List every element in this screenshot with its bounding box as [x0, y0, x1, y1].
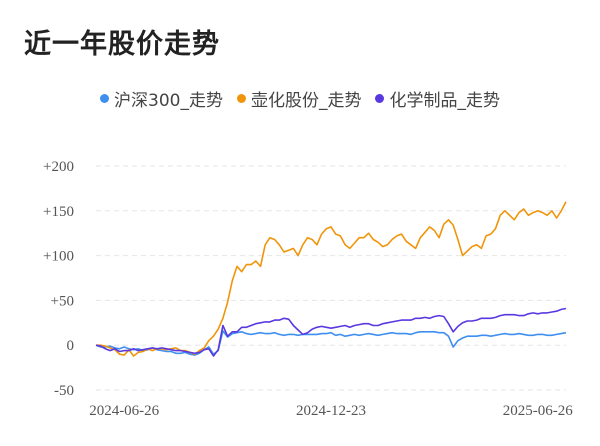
page-title: 近一年股价走势: [24, 29, 220, 60]
series-line-2: [95, 307, 567, 357]
legend-marker-icon: [375, 94, 385, 103]
y-tick-label: -50: [54, 383, 74, 399]
legend-marker-icon: [100, 94, 110, 103]
x-tick-label: 2025-06-26: [503, 403, 573, 419]
y-tick-label: +150: [43, 204, 74, 220]
legend-marker-icon: [236, 94, 246, 103]
chart-legend: 沪深300_走势 壶化股份_走势 化学制品_走势: [0, 86, 600, 111]
legend-item-chemical[interactable]: 化学制品_走势: [375, 86, 500, 111]
y-tick-label: +100: [43, 249, 74, 265]
legend-label: 壶化股份_走势: [250, 91, 362, 111]
legend-label: 沪深300_走势: [114, 91, 223, 111]
series-line-1: [96, 201, 567, 357]
y-tick-label: +200: [43, 159, 74, 175]
x-tick-label: 2024-06-26: [89, 403, 159, 419]
y-tick-label: +50: [51, 293, 74, 309]
series-line-0: [95, 330, 567, 356]
legend-label: 化学制品_走势: [389, 91, 500, 111]
legend-item-huhua[interactable]: 壶化股份_走势: [236, 86, 362, 111]
y-tick-label: 0: [67, 338, 75, 354]
legend-item-hs300[interactable]: 沪深300_走势: [100, 86, 223, 111]
x-tick-label: 2024-12-23: [296, 403, 366, 419]
